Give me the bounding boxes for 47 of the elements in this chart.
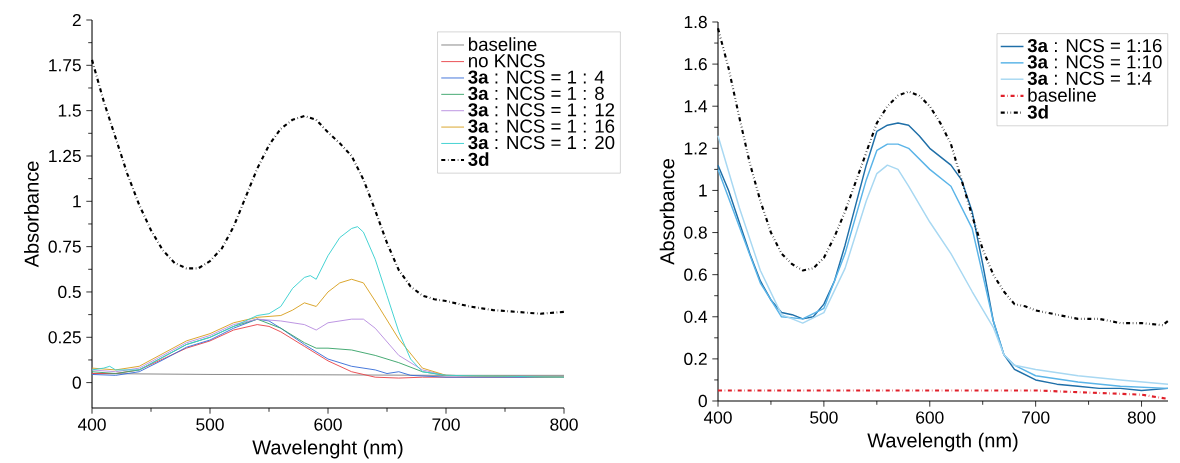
legend-label: 3a : NCS = 1 : 12 — [468, 103, 615, 117]
y-tick-label: 0.4 — [684, 310, 708, 323]
y-tick-label: 1.6 — [684, 58, 707, 71]
y-tick-label: 2 — [72, 13, 81, 27]
x-tick-label: 500 — [196, 418, 224, 431]
legend-label: 3d — [468, 152, 489, 167]
legend-label: baseline — [468, 37, 537, 51]
x-tick-label: 700 — [432, 418, 460, 431]
legend-label: no KNCS — [468, 54, 545, 68]
legend-label: baseline — [1028, 88, 1096, 102]
y-tick-label: 0 — [698, 394, 707, 408]
x-tick-label: 700 — [1022, 411, 1050, 424]
line-series — [91, 226, 565, 378]
x-tick-label: 800 — [1127, 411, 1156, 424]
y-axis-title: Absorbance — [659, 159, 675, 265]
legend-label: 3a : NCS = 1:16 — [1027, 39, 1162, 53]
x-tick-label: 400 — [77, 418, 106, 431]
legend-label: 3a : NCS = 1:10 — [1027, 55, 1162, 69]
x-axis-title: Wavelength (nm) — [867, 432, 1018, 452]
legend-label: 3a : NCS = 1:4 — [1027, 71, 1152, 85]
legend-label: 3a : NCS = 1 : 20 — [468, 135, 615, 150]
y-tick-label: 1 — [73, 195, 81, 208]
x-tick-label: 800 — [550, 418, 578, 431]
x-tick-label: 600 — [916, 411, 944, 424]
x-tick-label: 500 — [810, 411, 838, 424]
legend-label: 3a : NCS = 1 : 16 — [468, 119, 615, 133]
y-tick-label: 1.4 — [684, 100, 708, 113]
y-tick-label: 0.75 — [48, 240, 81, 253]
y-tick-label: 0.8 — [684, 226, 707, 239]
x-axis-title: Wavelenght (nm) — [252, 439, 403, 459]
y-tick-label: 1.8 — [684, 15, 707, 29]
y-tick-label: 0.25 — [48, 331, 81, 344]
y-tick-label: 1.75 — [49, 59, 81, 72]
x-tick-label: 400 — [703, 411, 732, 424]
y-axis-title: Absorbance — [24, 161, 39, 268]
y-tick-label: 1 — [699, 184, 707, 197]
y-tick-label: 0 — [72, 376, 81, 389]
x-tick-label: 600 — [314, 418, 342, 431]
legend-label: 3d — [1027, 104, 1048, 119]
legend-label: 3a : NCS = 1 : 8 — [468, 86, 604, 101]
y-tick-label: 0.2 — [684, 352, 707, 366]
y-tick-label: 0.5 — [58, 285, 81, 299]
y-tick-label: 1.2 — [684, 142, 707, 155]
y-tick-label: 1.25 — [49, 149, 81, 163]
legend-label: 3a : NCS = 1 : 4 — [468, 70, 605, 84]
y-tick-label: 0.6 — [684, 268, 707, 281]
y-tick-label: 1.5 — [58, 104, 81, 117]
